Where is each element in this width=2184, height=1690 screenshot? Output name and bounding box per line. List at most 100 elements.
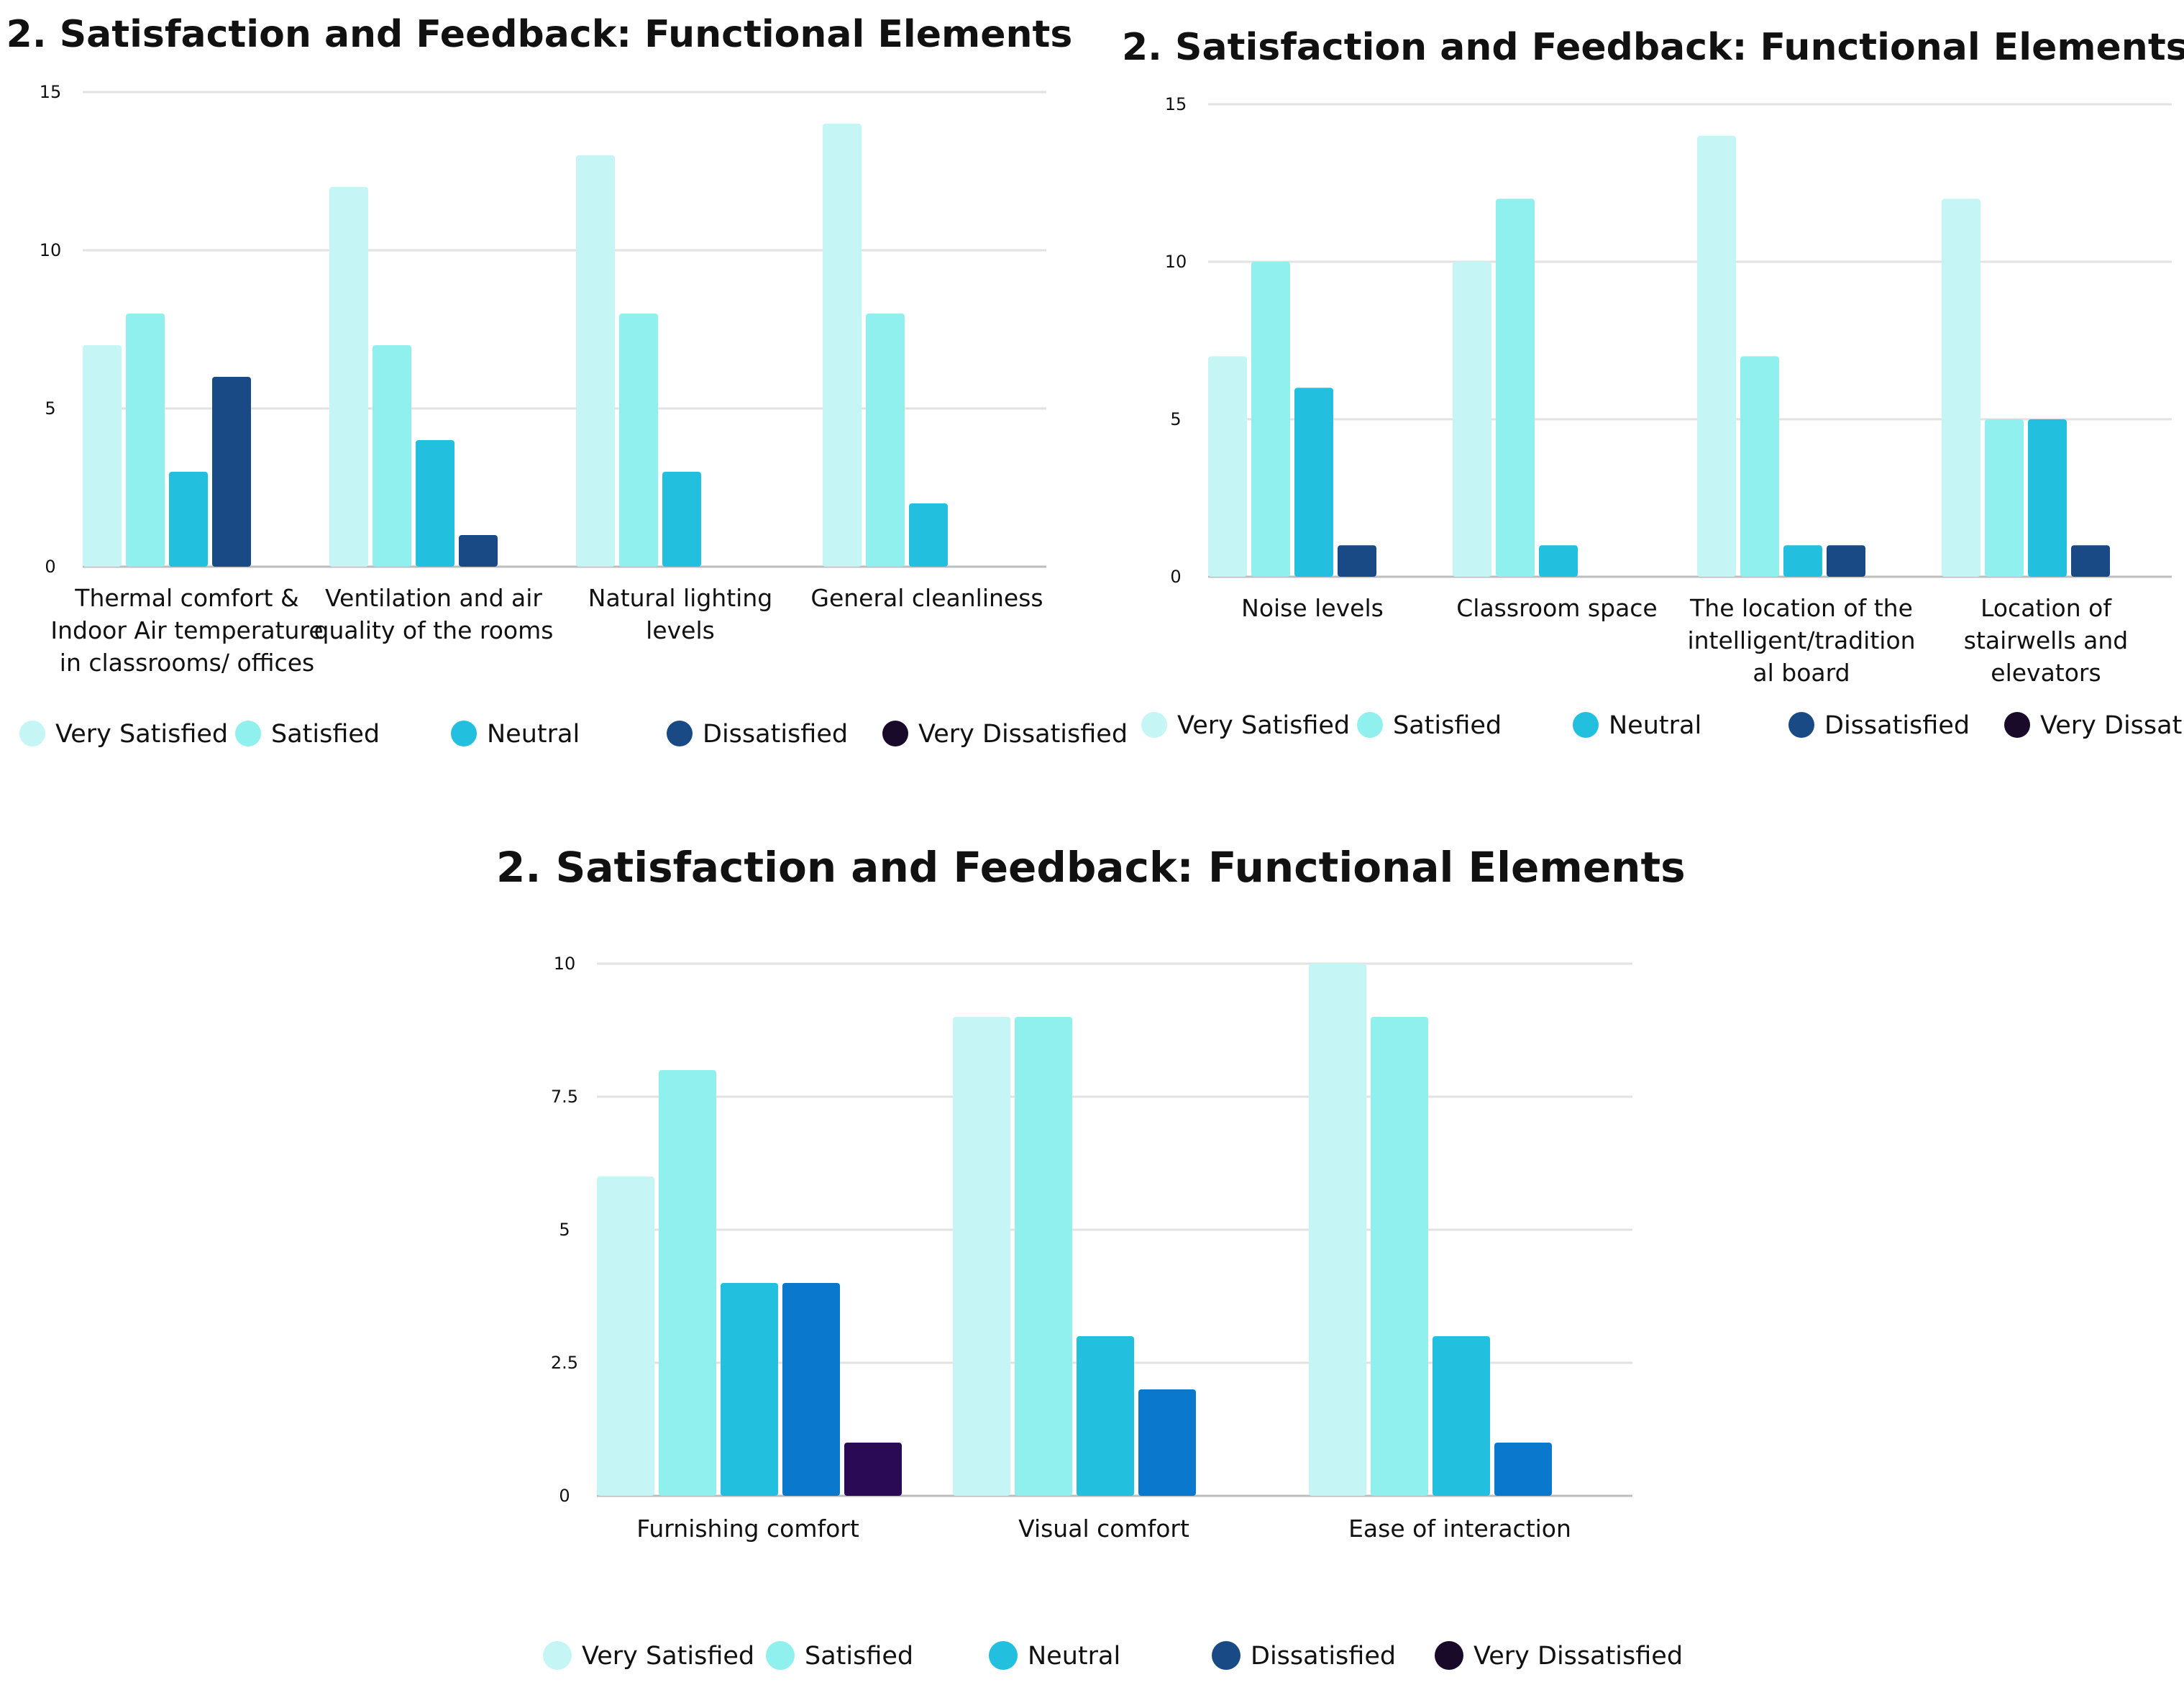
bar-satisfied [373,345,411,567]
bar-neutral [416,440,454,567]
legend-swatch [451,721,477,746]
bar-dissatisfied [459,535,498,567]
legend-label: Neutral [487,720,580,749]
category-label: Ventilation and air quality of the rooms [314,584,554,644]
bar-dissatisfied [782,1283,840,1496]
legend-label: Dissatisfied [1824,711,1970,740]
legend-swatch [1141,712,1167,738]
y-tick-label: 10 [1165,252,1187,272]
legend-swatch [235,721,261,746]
bar-satisfied [1496,198,1535,577]
legend-label: Dissatisfied [703,720,848,749]
chart-title: 2. Satisfaction and Feedback: Functional… [6,13,1073,56]
category-label: Thermal comfort & Indoor Air temperature i… [50,584,323,677]
category-label: The location of the intelligent/tradition… [1687,594,1915,687]
chart-panel-2: 2. Satisfaction and Feedback: Functional… [1122,0,2184,791]
legend-label: Satisfied [1393,711,1502,740]
legend-label: Very Satisfied [1177,711,1350,740]
chart-panel-3: 2. Satisfaction and Feedback: Functional… [496,820,1686,1690]
legend-swatch [543,1641,572,1670]
bar-neutral [662,472,701,567]
category-label: Ease of interaction [1348,1515,1571,1543]
legend-label: Very Dissatisfied [1473,1642,1683,1671]
legend-swatch [1212,1641,1241,1670]
bar-satisfied [1251,262,1290,577]
y-tick-label: 15 [1165,94,1187,114]
bar-neutral [1294,388,1333,577]
legend-swatch [882,721,908,746]
legend-swatch [2004,712,2030,738]
legend-swatch [766,1641,795,1670]
bar-very-satisfied [329,187,368,567]
bar-satisfied [1371,1017,1428,1496]
bar-satisfied [659,1070,716,1496]
y-tick-label: 0 [1170,567,1181,587]
bar-dissatisfied [1494,1443,1552,1496]
legend-label: Very Satisfied [55,720,228,749]
bar-very-satisfied [1942,198,1980,577]
category-label: Noise levels [1241,594,1384,622]
bar-neutral [1077,1336,1134,1496]
y-tick-label: 5 [1170,409,1181,429]
chart-3-plot: 0 2.5 5 7.5 10 Furnishing comfort Visual comfo… [543,954,1683,1671]
legend-label: Very Satisfied [582,1642,754,1671]
legend-label: Neutral [1609,711,1701,740]
bar-satisfied [1985,419,2024,577]
chart-title: 2. Satisfaction and Feedback: Functional… [496,843,1686,892]
legend-swatch [1435,1641,1463,1670]
y-tick-label: 2.5 [551,1353,578,1373]
bar-very-satisfied [83,345,122,567]
legend-swatch [1357,712,1383,738]
y-tick-label: 10 [40,240,62,260]
bar-dissatisfied [1827,545,1865,577]
bar-neutral [909,503,948,567]
bar-very-satisfied [597,1177,654,1496]
y-tick-label: 5 [45,398,55,419]
bar-neutral [1783,545,1822,577]
bar-very-satisfied [1453,262,1491,577]
bar-neutral [721,1283,778,1496]
y-tick-label: 0 [559,1486,570,1506]
bar-very-satisfied [823,124,862,567]
legend-swatch [1573,712,1599,738]
bar-dissatisfied [1138,1389,1196,1496]
bar-very-dissatisfied [844,1443,902,1496]
category-label: Classroom space [1456,594,1658,622]
chart-title: 2. Satisfaction and Feedback: Functional… [1122,26,2184,69]
chart-1-plot: 0 5 10 15 Thermal comfort & Indoor Air temper… [19,82,1128,749]
legend-label: Satisfied [271,720,380,749]
y-tick-label: 7.5 [551,1087,578,1107]
bar-satisfied [1015,1017,1072,1496]
legend-label: Neutral [1028,1642,1120,1671]
bar-very-satisfied [953,1017,1010,1496]
y-tick-label: 5 [559,1220,570,1240]
category-label: General cleanliness [810,584,1043,612]
bar-neutral [169,472,208,567]
bar-very-satisfied [1309,964,1366,1496]
category-label: Furnishing comfort [636,1515,859,1543]
bar-satisfied [866,314,905,567]
bar-dissatisfied [2071,545,2110,577]
bar-satisfied [1740,356,1779,577]
legend-label: Satisfied [805,1642,913,1671]
legend-swatch [989,1641,1018,1670]
bar-satisfied [619,314,658,567]
legend-label: Very Dissatisfied [918,720,1128,749]
bar-very-satisfied [1697,135,1736,577]
bar-very-satisfied [1208,356,1247,577]
category-label: Natural lighting levels [588,584,772,644]
bar-neutral [1433,1336,1490,1496]
legend-swatch [1788,712,1814,738]
category-label: Visual comfort [1018,1515,1189,1543]
y-tick-label: 10 [554,954,576,974]
legend-label: Very Dissatisfied [2040,711,2184,740]
y-tick-label: 0 [45,557,55,577]
category-label: Location of stairwells and elevators [1964,594,2129,687]
bar-dissatisfied [1338,545,1376,577]
y-tick-label: 15 [40,82,62,102]
bar-very-satisfied [576,155,615,567]
chart-2-plot: 0 5 10 15 Noise levels Classroom space The loc… [1141,94,2184,740]
bar-neutral [1539,545,1578,577]
bar-satisfied [126,314,165,567]
chart-panel-1: 2. Satisfaction and Feedback: Functional… [0,0,1128,791]
